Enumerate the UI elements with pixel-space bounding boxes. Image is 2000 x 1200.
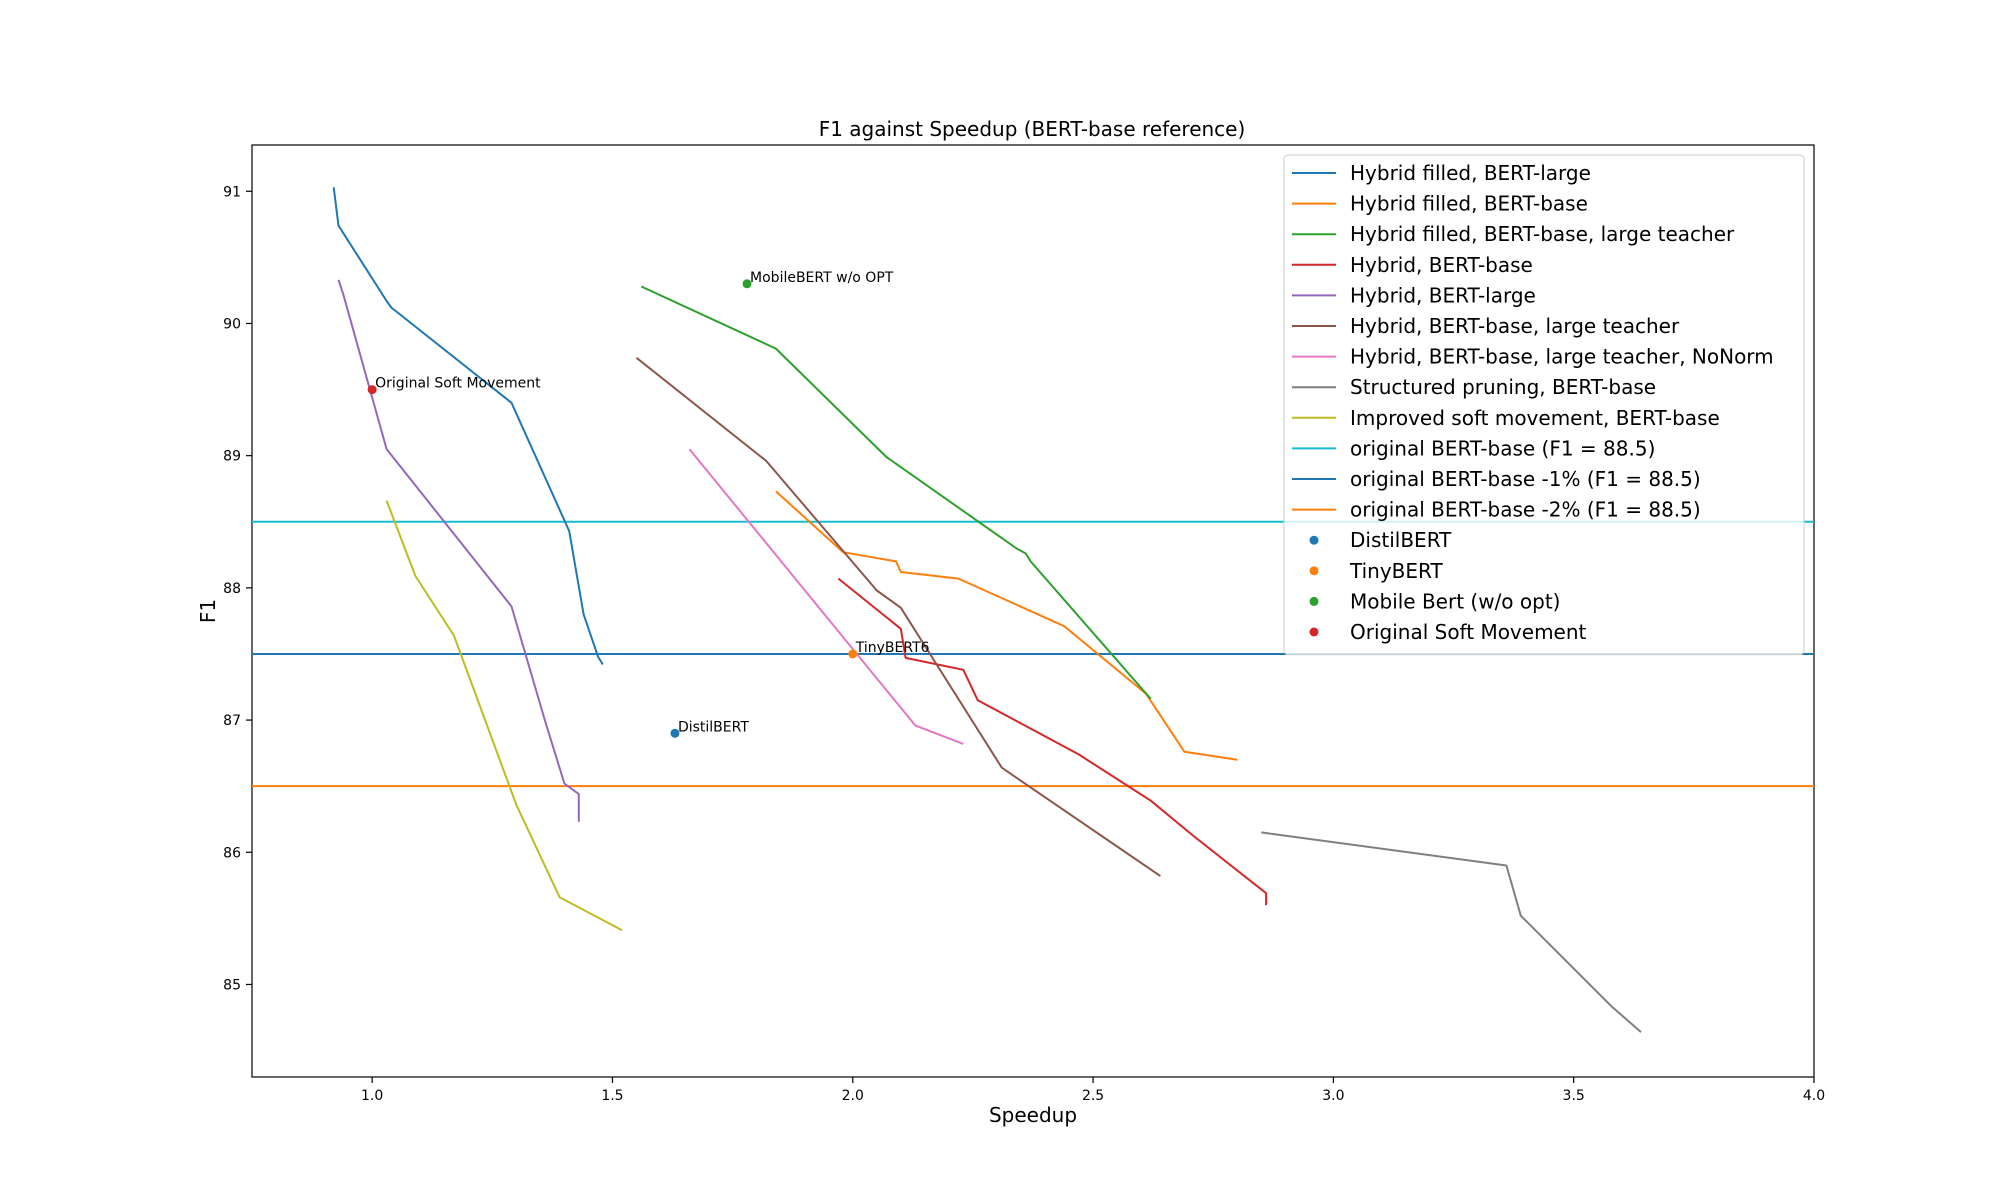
point-original-soft-movement — [367, 385, 377, 395]
legend: Hybrid filled, BERT-large Hybrid filled, … — [1283, 154, 1805, 656]
series-line-hybrid-filled-bert-large — [332, 187, 604, 666]
point-annotation-distilbert: DistilBERT — [678, 719, 749, 735]
series-line-hybrid-filled-bert-base-large-teacher — [640, 285, 1152, 700]
series-line-hybrid-bert-base-large-teacher-nonorm — [688, 448, 964, 745]
legend-label-improved-soft-movement-bert-base: Improved soft movement, BERT-base — [1350, 406, 1720, 430]
legend-label-hybrid-bert-base: Hybrid, BERT-base — [1350, 253, 1533, 277]
legend-label-hybrid-bert-base-large-teacher: Hybrid, BERT-base, large teacher — [1350, 314, 1680, 338]
series-line-structured-pruning-bert-base — [1261, 831, 1642, 1033]
x-tick-label: 3.0 — [1322, 1088, 1344, 1104]
legend-label-hybrid-bert-base-large-teacher-nonorm: Hybrid, BERT-base, large teacher, NoNorm — [1350, 345, 1774, 369]
plot-frame — [251, 144, 1815, 1078]
legend-label-hybrid-filled-bert-large: Hybrid filled, BERT-large — [1350, 161, 1591, 185]
legend-label-original-soft-movement: Original Soft Movement — [1350, 620, 1587, 644]
x-tick-label: 1.5 — [601, 1088, 623, 1104]
legend-label-original-bert-base-1-f1-88-5: original BERT-base -1% (F1 = 88.5) — [1350, 467, 1701, 491]
series-line-hybrid-bert-large — [337, 279, 580, 822]
point-annotation-original-soft-movement: Original Soft Movement — [375, 376, 541, 392]
x-tick-label: 4.0 — [1803, 1088, 1825, 1104]
legend-label-hybrid-bert-large: Hybrid, BERT-large — [1350, 283, 1536, 307]
y-tick-label: 90 — [223, 316, 241, 332]
y-tick-label: 91 — [223, 184, 241, 200]
point-annotation-tinybert: TinyBERT6 — [855, 640, 930, 656]
point-distilbert — [670, 728, 680, 738]
x-tick-label: 2.5 — [1082, 1088, 1104, 1104]
legend-label-hybrid-filled-bert-base-large-teacher: Hybrid filled, BERT-base, large teacher — [1350, 222, 1735, 246]
x-tick-label: 1.0 — [361, 1088, 383, 1104]
series-line-hybrid-filled-bert-base — [775, 490, 1238, 761]
legend-swatch-mobile-bert-w-o-opt — [1309, 596, 1319, 606]
x-tick-label: 2.0 — [842, 1088, 864, 1104]
chart-title: F1 against Speedup (BERT-base reference) — [819, 117, 1246, 141]
scatter-points: DistilBERT TinyBERT6 MobileBERT w/o OPT Ori… — [367, 270, 930, 738]
legend-label-tinybert: TinyBERT — [1349, 559, 1443, 583]
y-tick-label: 88 — [223, 581, 241, 597]
series-line-improved-soft-movement-bert-base — [385, 500, 623, 932]
series-line-hybrid-bert-base — [837, 577, 1268, 906]
legend-label-original-bert-base-f1-88-5: original BERT-base (F1 = 88.5) — [1350, 436, 1655, 460]
series-line-hybrid-bert-base-large-teacher — [635, 357, 1161, 877]
series-lines — [332, 187, 1642, 1033]
x-axis-label: Speedup — [989, 1103, 1077, 1127]
y-tick-label: 89 — [223, 449, 241, 465]
legend-label-mobile-bert-w-o-opt: Mobile Bert (w/o opt) — [1350, 589, 1560, 613]
legend-swatch-distilbert — [1309, 535, 1319, 545]
y-tick-label: 87 — [223, 713, 241, 729]
legend-swatch-original-soft-movement — [1309, 627, 1319, 637]
point-tinybert — [848, 649, 858, 659]
legend-swatch-tinybert — [1309, 566, 1319, 576]
y-tick-label: 86 — [223, 845, 241, 861]
point-annotation-mobile-bert-w-o-opt: MobileBERT w/o OPT — [750, 270, 894, 286]
point-mobile-bert-w-o-opt — [742, 279, 752, 289]
y-axis: 85 86 87 88 89 90 91 — [223, 184, 252, 993]
y-tick-label: 85 — [223, 977, 241, 993]
x-axis: 1.0 1.5 2.0 2.5 3.0 3.5 4.0 — [361, 1077, 1825, 1104]
legend-label-original-bert-base-2-f1-88-5: original BERT-base -2% (F1 = 88.5) — [1350, 498, 1701, 522]
y-axis-label: F1 — [196, 599, 220, 623]
legend-label-hybrid-filled-bert-base: Hybrid filled, BERT-base — [1350, 192, 1588, 216]
x-tick-label: 3.5 — [1563, 1088, 1585, 1104]
legend-box — [1283, 154, 1805, 656]
legend-label-distilbert: DistilBERT — [1350, 528, 1452, 552]
legend-label-structured-pruning-bert-base: Structured pruning, BERT-base — [1350, 375, 1656, 399]
